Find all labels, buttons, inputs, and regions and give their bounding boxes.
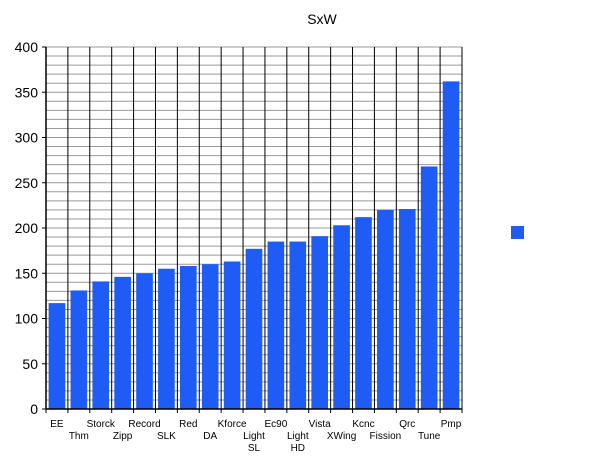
x-tick-label: Record	[128, 419, 160, 430]
y-tick-labels: 0 50 100 150 200 250 300 350 400	[15, 39, 46, 417]
y-tick-label: 50	[22, 356, 38, 372]
y-tick-label: 400	[15, 39, 39, 55]
y-tick-label: 350	[15, 84, 39, 100]
x-tick-label: Tune	[418, 431, 441, 442]
x-tick-label: Ec90	[264, 419, 287, 430]
x-tick-label: Light HD	[287, 431, 309, 454]
x-tick-labels: EEThmStorckZippRecordSLKRedDAKforceLight…	[50, 419, 461, 454]
bar-ee	[48, 303, 66, 409]
bar-record	[136, 273, 153, 409]
x-tick-label: DA	[203, 431, 217, 442]
y-tick-label: 0	[30, 401, 38, 417]
x-tick-label: XWing	[327, 431, 356, 442]
bar-slk	[158, 268, 175, 409]
bar-storck	[92, 281, 110, 409]
bar-light-sl	[245, 248, 263, 409]
y-tick-label: 100	[15, 311, 39, 327]
bar-zipp	[114, 276, 131, 409]
y-tick-label: 250	[15, 175, 39, 191]
y-tick-label: 150	[15, 265, 39, 281]
bars	[48, 81, 460, 409]
bar-pmp	[442, 81, 460, 409]
x-tick-label: Fission	[370, 431, 402, 442]
x-tick-label: Light SL	[243, 431, 265, 454]
bar-ec90	[267, 241, 285, 409]
y-tick-label: 300	[15, 130, 39, 146]
x-tick-label: Kforce	[218, 419, 247, 430]
bar-kforce	[223, 261, 241, 409]
bar-qrc	[398, 208, 416, 409]
x-tick-label: EE	[50, 419, 64, 430]
bar-light-hd	[289, 241, 307, 409]
bar-tune	[420, 166, 438, 409]
bar-fission	[377, 209, 394, 409]
bar-xwing	[333, 225, 350, 409]
x-tick-label: Kcnc	[352, 419, 374, 430]
bar-thm	[70, 290, 88, 409]
x-tick-label: SLK	[157, 431, 176, 442]
bar-da	[201, 264, 219, 409]
x-tick-label: Pmp	[441, 419, 462, 430]
x-tick-label: Vista	[309, 419, 331, 430]
x-tick-label: Thm	[69, 431, 89, 442]
chart-title: SxW	[307, 11, 337, 27]
x-tick-label: Zipp	[113, 431, 133, 442]
legend-marker	[511, 226, 524, 239]
x-tick-label: Qrc	[399, 419, 415, 430]
bar-red	[179, 266, 197, 409]
x-tick-label: Red	[179, 419, 197, 430]
x-tick-label: Storck	[87, 419, 116, 430]
bar-kcnc	[355, 217, 372, 409]
bar-vista	[311, 236, 329, 409]
y-tick-label: 200	[15, 220, 39, 236]
